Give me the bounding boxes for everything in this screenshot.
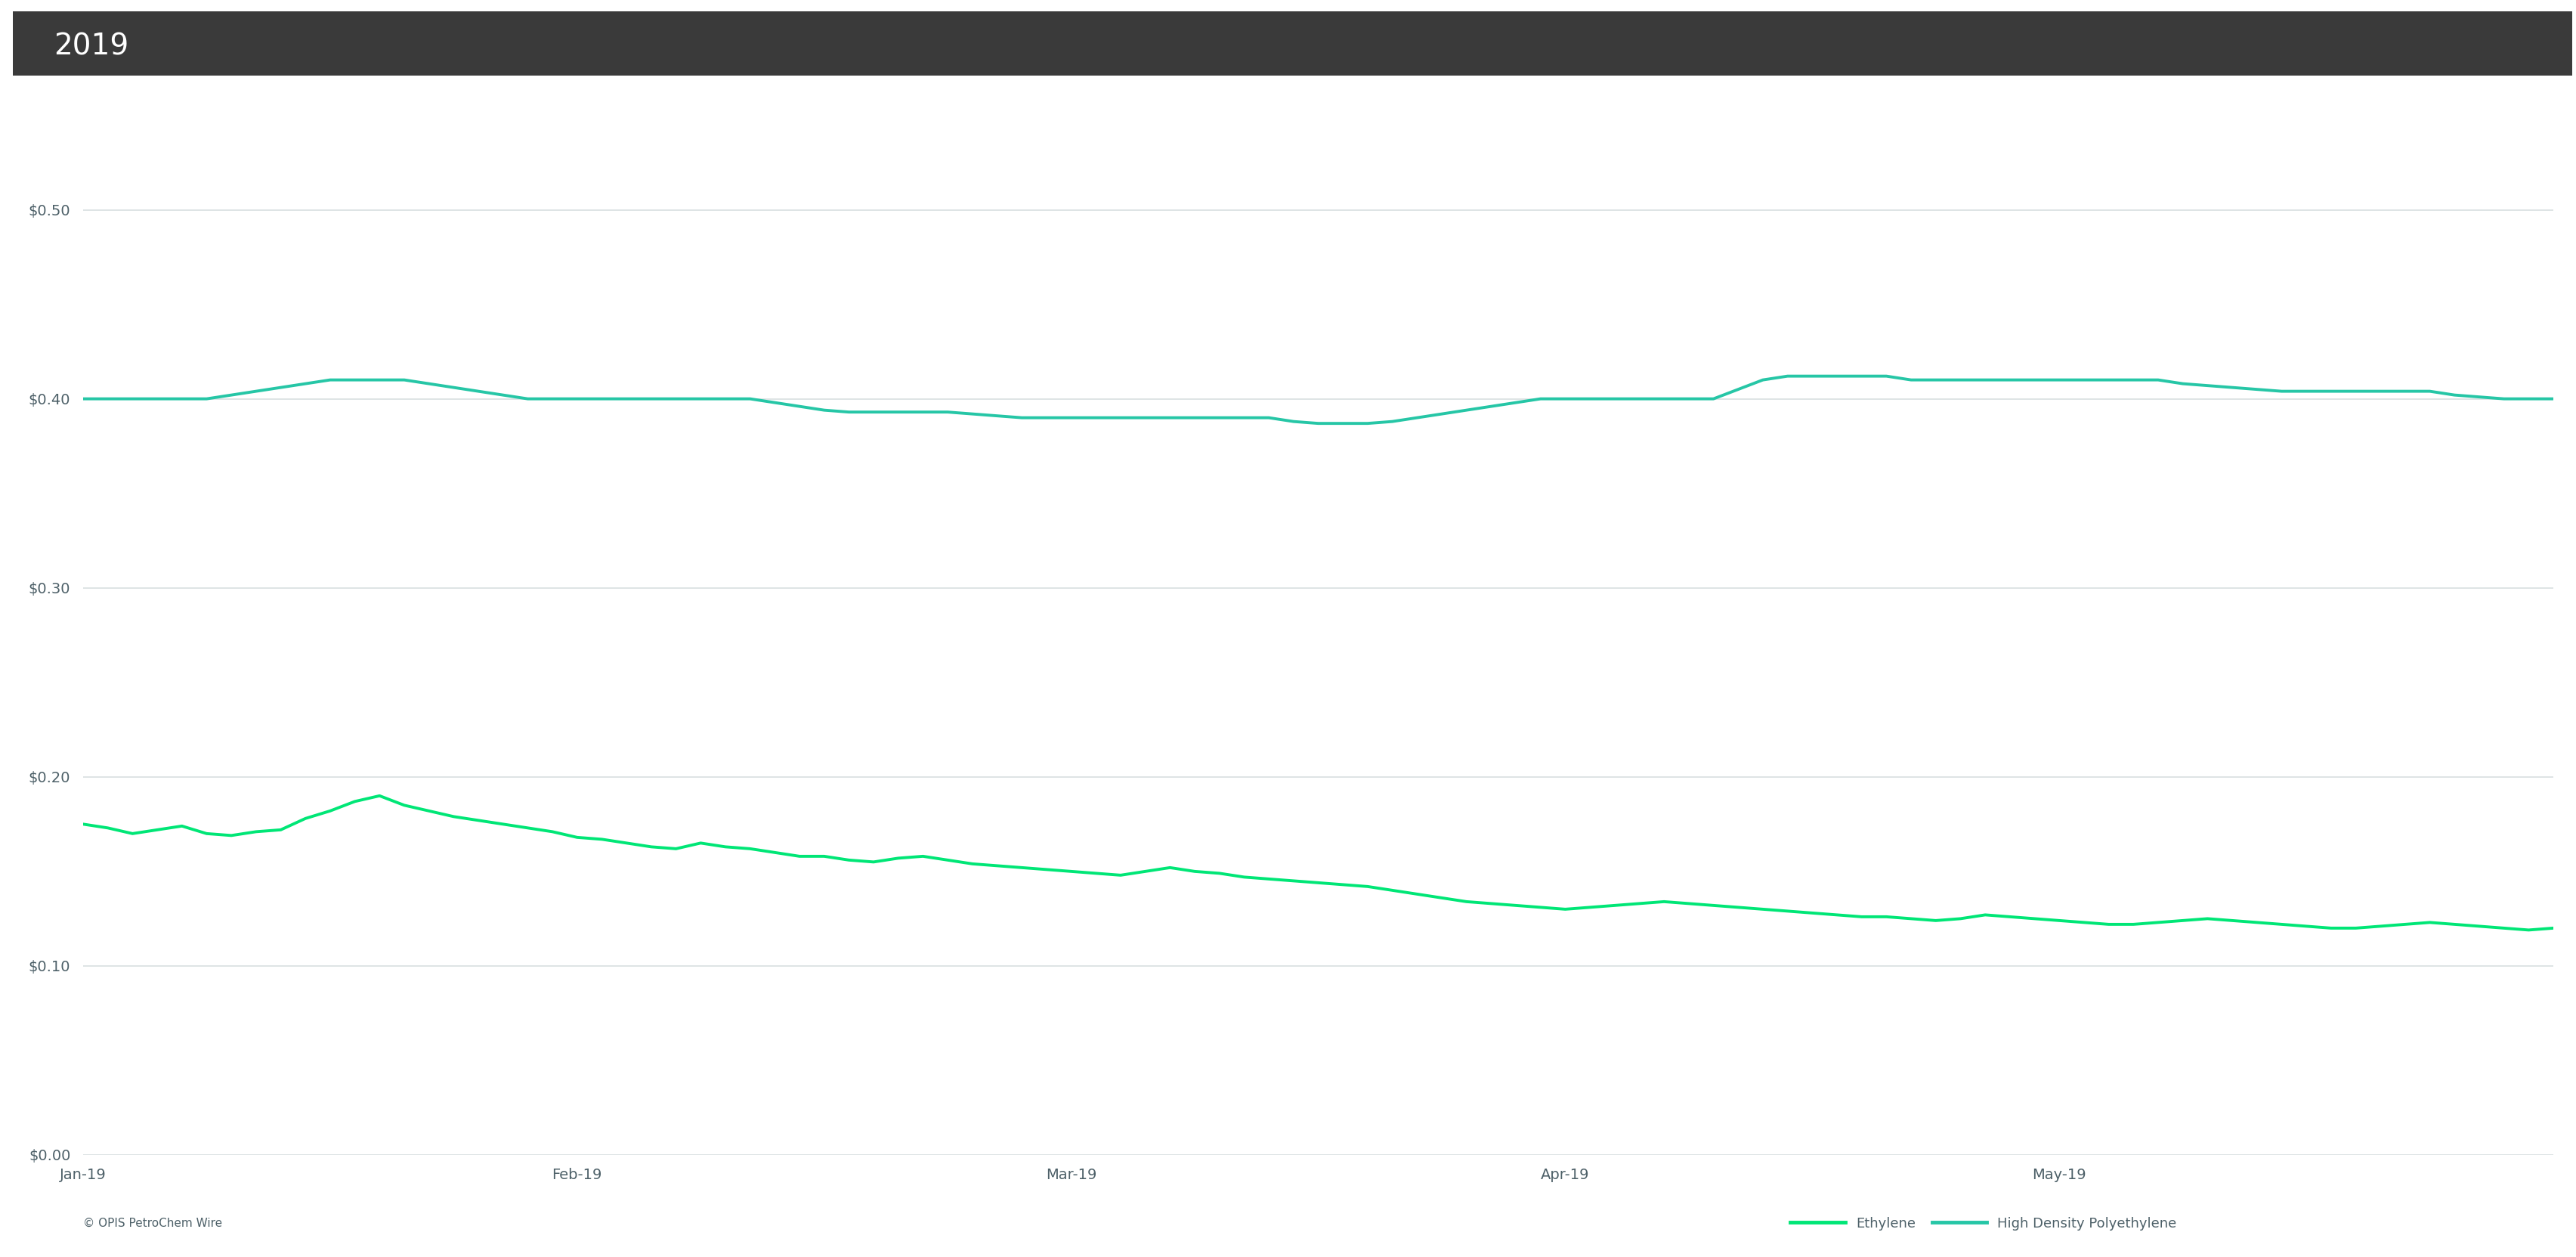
Text: 2019: 2019 [54,33,129,62]
Legend: Ethylene, High Density Polyethylene: Ethylene, High Density Polyethylene [1785,1212,2182,1236]
Text: © OPIS PetroChem Wire: © OPIS PetroChem Wire [82,1218,222,1229]
